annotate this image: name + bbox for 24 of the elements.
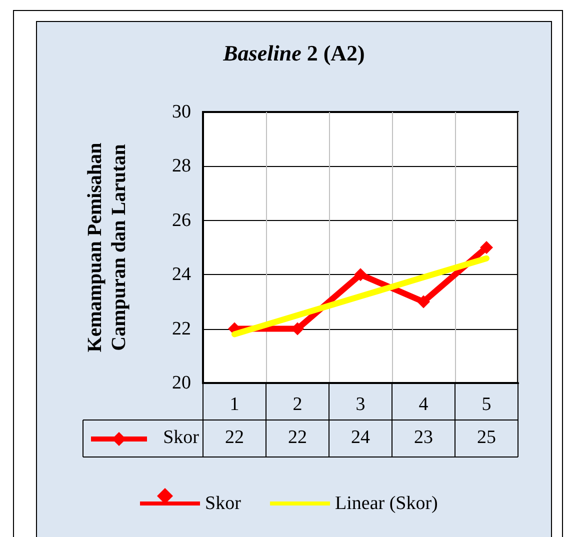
legend-label: Linear (Skor) xyxy=(335,493,438,514)
x-tick-label: 2 xyxy=(292,394,302,415)
data-label: 24 xyxy=(351,427,370,448)
x-tick-label: 5 xyxy=(482,394,492,415)
chart-title: Baseline 2 (A2) xyxy=(222,40,365,66)
point xyxy=(417,295,430,308)
y-tick-label: 22 xyxy=(172,318,191,340)
data-label: 22 xyxy=(288,427,307,448)
text: Skor xyxy=(205,493,241,514)
data-label: 25 xyxy=(477,427,496,448)
point xyxy=(480,241,493,254)
y-tick-label: 30 xyxy=(172,102,191,122)
y-tick-label: 20 xyxy=(172,372,191,394)
data-label: 23 xyxy=(414,427,433,448)
y-axis-title: Kemampuan Pemisahan Campuran dan Larutan xyxy=(84,142,130,352)
x-tick-label: 1 xyxy=(230,394,240,415)
point xyxy=(354,268,367,282)
y-tick-label: 26 xyxy=(172,210,191,231)
x-tick-label: 3 xyxy=(356,394,366,415)
data-label: 22 xyxy=(225,427,244,448)
legend-label: Skor xyxy=(163,427,200,448)
x-tick-label: 4 xyxy=(418,394,429,415)
y-tick-label: 24 xyxy=(172,264,192,286)
y-tick-label: 28 xyxy=(172,156,191,177)
